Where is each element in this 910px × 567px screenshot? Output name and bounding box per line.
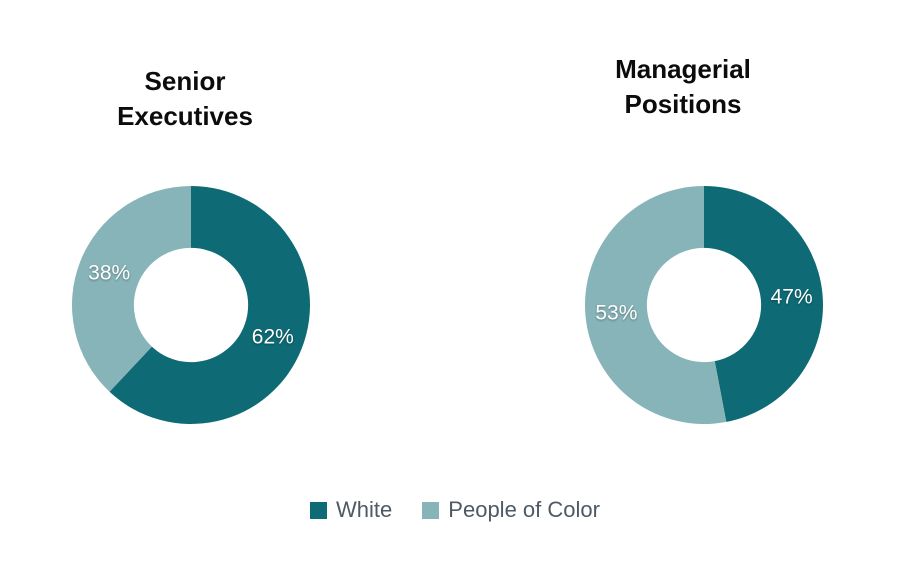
chart-title-managerial-positions: Managerial Positions [553, 52, 813, 122]
donut-slice-white [704, 186, 823, 422]
chart-legend: White People of Color [0, 497, 910, 523]
donut-slice-people-of-color [585, 186, 727, 424]
data-label-white: 62% [251, 325, 294, 349]
chart-title-line: Positions [624, 89, 742, 119]
legend-item-people-of-color: People of Color [422, 497, 600, 523]
legend-item-white: White [310, 497, 392, 523]
data-label-people-of-color: 53% [595, 301, 638, 325]
donut-slice-people-of-color [72, 186, 191, 392]
legend-label: White [336, 497, 393, 522]
data-label-people-of-color: 38% [88, 261, 131, 285]
donut-slice-white [109, 186, 310, 424]
donut-plot [72, 186, 310, 424]
chart-title-line: Managerial [615, 54, 751, 84]
donut-plot [585, 186, 823, 424]
chart-title-senior-executives: Senior Executives [55, 64, 315, 134]
data-label-white: 47% [770, 285, 813, 309]
donut-chart-managerial-positions: 47% 53% [584, 185, 824, 425]
legend-label: People of Color [448, 497, 600, 522]
donut-chart-senior-executives: 62% 38% [71, 185, 311, 425]
chart-title-line: Senior [144, 66, 226, 96]
legend-swatch-white [310, 501, 328, 519]
chart-title-line: Executives [117, 101, 253, 131]
legend-swatch-people-of-color [422, 501, 440, 519]
